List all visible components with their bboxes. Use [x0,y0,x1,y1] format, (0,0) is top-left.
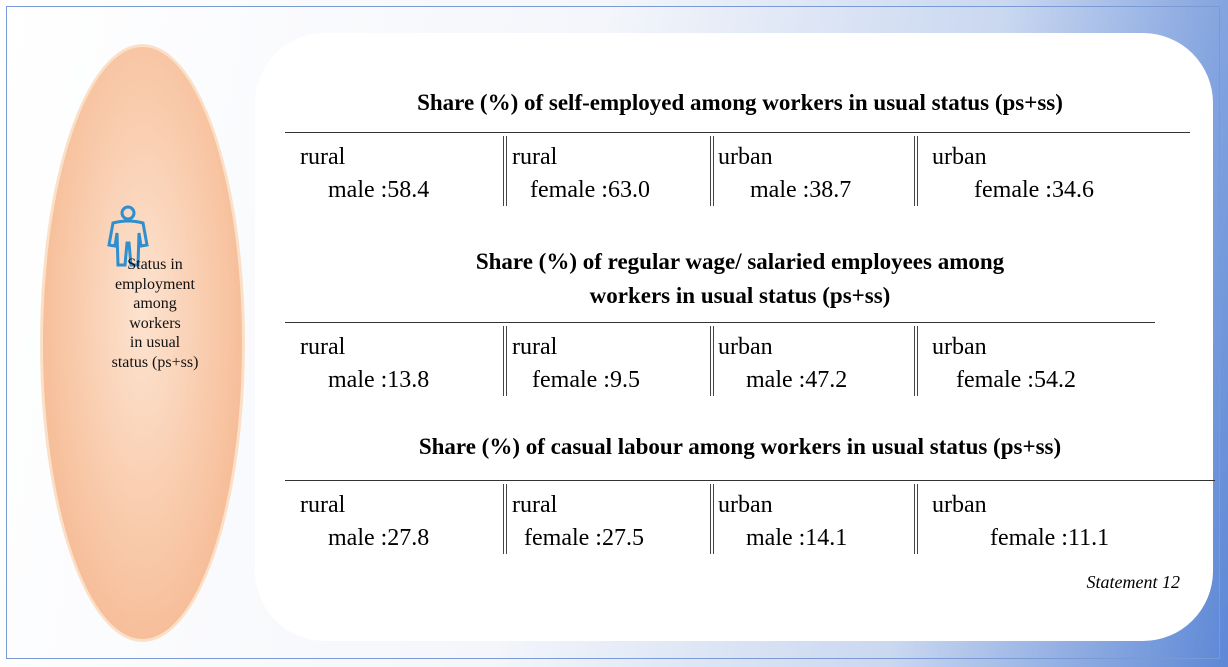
sidebar-line: workers [129,314,181,332]
cell-line2: female :54.2 [956,367,1076,393]
cell-divider [914,484,918,554]
cell-line2: female :34.6 [974,177,1094,203]
cell-divider [914,326,918,396]
cell-line2: male :27.8 [328,525,430,551]
section-title: Share (%) of casual labour among workers… [418,434,1062,459]
cell-divider [914,136,918,206]
cell-line1: rural [512,334,558,360]
cell-divider [503,136,507,206]
rule-line [285,322,1155,323]
cell-line1: urban [932,492,987,518]
frame [6,6,1220,659]
cell-line1: rural [512,144,558,170]
section-title: Share (%) of regular wage/ salaried empl… [475,249,1005,274]
person-icon [107,205,149,267]
section-title: Share (%) of self-employed among workers… [417,90,1063,115]
cell-line2: male :13.8 [328,367,430,393]
sidebar-label: Status in employment among workers in usual s… [60,255,250,373]
sidebar-line: status (ps+ss) [111,353,199,371]
cell-line2: male :38.7 [750,177,852,203]
cell-line1: rural [300,492,346,518]
cell-line1: urban [932,144,987,170]
cell-line2: male :47.2 [746,367,848,393]
sidebar-line: Status in [127,256,183,273]
cell-divider [710,326,714,396]
sidebar-line: employment [115,275,195,293]
cell-divider [710,484,714,554]
footer-note: Statement 12 [1086,572,1180,592]
cell-line2: female :63.0 [530,177,650,203]
cell-line1: urban [932,334,987,360]
cell-line2: female :27.5 [524,525,644,551]
cell-line1: urban [718,144,773,170]
cell-line2: male :14.1 [746,525,848,551]
cell-line2: female :11.1 [990,525,1110,551]
cell-divider [503,484,507,554]
cell-line1: urban [718,334,773,360]
cell-line2: female :9.5 [532,367,640,393]
sidebar-line: in usual [129,334,181,352]
rule-line [285,132,1190,133]
sidebar-line: among [133,295,177,313]
rule-line [285,480,1215,481]
cell-line1: rural [300,334,346,360]
sidebar-oval [40,44,245,642]
section-title: workers in usual status (ps+ss) [589,283,891,308]
cell-line2: male :58.4 [328,177,430,203]
cell-line1: rural [300,144,346,170]
cell-divider [710,136,714,206]
cell-divider [503,326,507,396]
cell-line1: urban [718,492,773,518]
cell-line1: rural [512,492,558,518]
content-panel [255,33,1213,641]
